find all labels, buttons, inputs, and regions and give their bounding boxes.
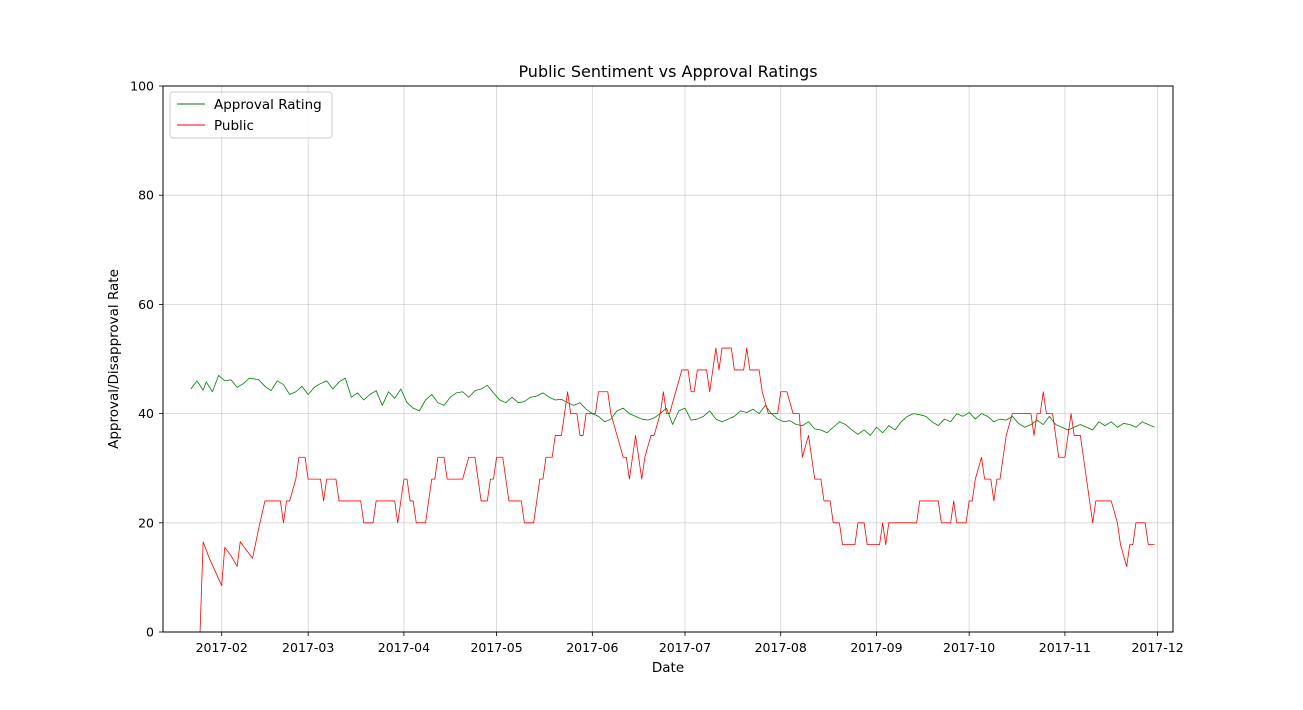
x-tick-label: 2017-10: [943, 640, 995, 655]
x-tick-label: 2017-06: [566, 640, 618, 655]
x-tick-label: 2017-02: [196, 640, 248, 655]
x-axis-label: Date: [652, 660, 684, 676]
legend-label-approval: Approval Rating: [214, 97, 322, 113]
series-lines: [190, 347, 1155, 633]
y-tick-label: 80: [138, 188, 154, 203]
y-axis-ticks: 0 20 40 60 80 100: [130, 79, 163, 640]
chart-title: Public Sentiment vs Approval Ratings: [518, 62, 817, 81]
series-line-approval-rating: [190, 374, 1155, 436]
plot-frame: [162, 85, 1174, 633]
x-tick-label: 2017-09: [850, 640, 902, 655]
x-tick-label: 2017-11: [1039, 640, 1091, 655]
x-axis-ticks: 2017-02 2017-03 2017-04 2017-05 2017-06 2017-…: [196, 632, 1184, 655]
x-tick-label: 2017-03: [282, 640, 334, 655]
legend-box: [169, 91, 333, 139]
series-line-public: [190, 347, 1155, 633]
y-tick-label: 20: [138, 515, 154, 530]
x-tick-label: 2017-05: [470, 640, 522, 655]
legend-label-public: Public: [214, 118, 254, 134]
y-tick-label: 40: [138, 406, 154, 421]
y-tick-label: 100: [130, 79, 154, 94]
y-axis-label: Approval/Disapproval Rate: [106, 269, 122, 449]
x-tick-label: 2017-12: [1131, 640, 1183, 655]
legend: Approval Rating Public: [169, 91, 333, 139]
y-tick-label: 60: [138, 297, 154, 312]
x-tick-label: 2017-08: [755, 640, 807, 655]
y-tick-label: 0: [146, 625, 154, 640]
x-tick-label: 2017-04: [378, 640, 430, 655]
x-tick-label: 2017-07: [659, 640, 711, 655]
